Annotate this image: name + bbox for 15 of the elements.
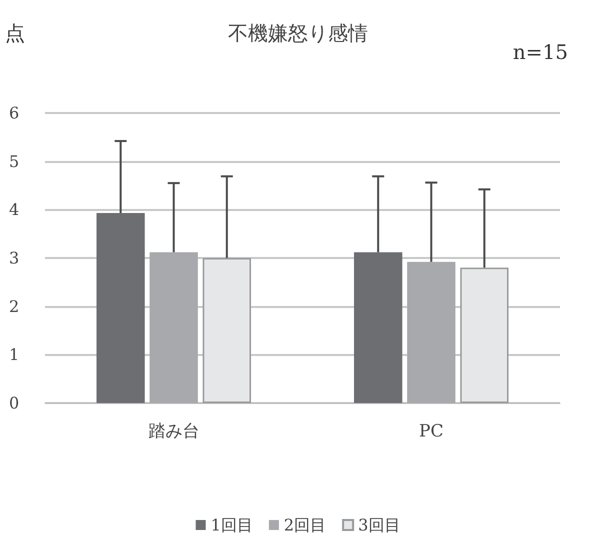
x-tick-label: PC: [419, 422, 444, 442]
y-axis-title: 点: [5, 21, 25, 45]
y-tick-label: 3: [9, 248, 20, 268]
y-tick-label: 2: [9, 296, 20, 316]
x-tick-label: 踏み台: [148, 422, 200, 442]
legend-label: 1回目: [210, 516, 253, 534]
text: n=15: [512, 40, 568, 64]
y-tick-label: 0: [9, 394, 20, 412]
legend-label: 3回目: [358, 516, 400, 534]
chart-title: 不機嫌怒り感情: [228, 21, 368, 45]
y-tick-label: 5: [9, 152, 20, 171]
y-tick-label: 1: [9, 345, 20, 364]
y-tick-label: 4: [9, 200, 20, 220]
legend-label: 2回目: [284, 516, 326, 534]
y-tick-label: 6: [9, 104, 20, 122]
